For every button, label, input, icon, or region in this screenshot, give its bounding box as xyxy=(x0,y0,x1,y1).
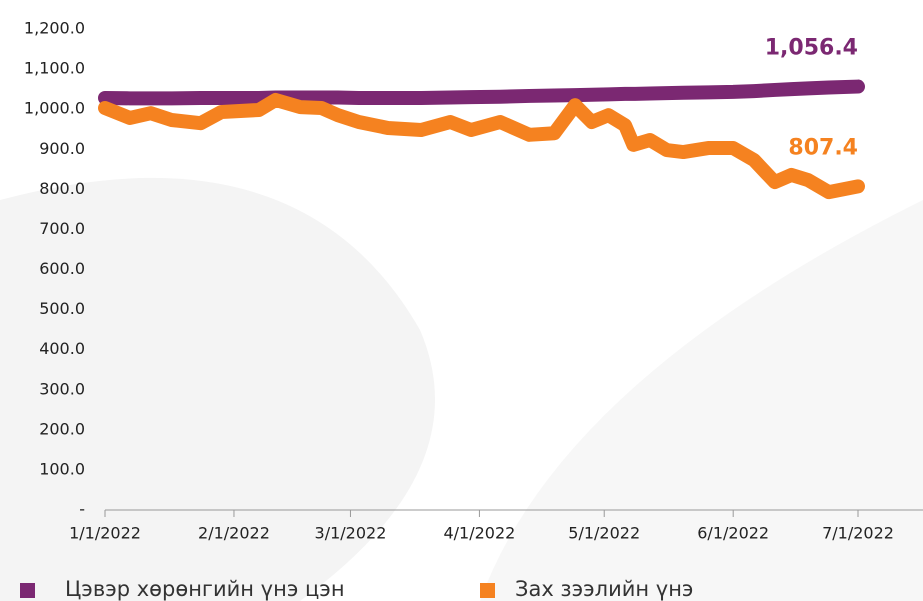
y-tick-label: 500.0 xyxy=(39,299,85,318)
data-label: 1,056.4 xyxy=(765,36,858,61)
y-tick-label: 1,100.0 xyxy=(24,59,85,78)
legend-label: Зах зээлийн үнэ xyxy=(515,577,693,601)
x-tick-label: 5/1/2022 xyxy=(568,524,640,543)
y-tick-label: 1,000.0 xyxy=(24,99,85,118)
y-tick-label: 700.0 xyxy=(39,219,85,238)
x-tick-label: 7/1/2022 xyxy=(822,524,894,543)
legend-swatch xyxy=(20,583,35,598)
series-line xyxy=(105,87,858,99)
data-label: 807.4 xyxy=(788,135,858,160)
series-line xyxy=(105,100,858,192)
page: {"chart_data": {"type": "line", "x": ["2… xyxy=(0,0,923,601)
x-tick-label: 4/1/2022 xyxy=(443,524,515,543)
x-tick-label: 6/1/2022 xyxy=(697,524,769,543)
y-tick-label: 400.0 xyxy=(39,339,85,358)
legend-swatch xyxy=(480,583,495,598)
y-tick-label: 900.0 xyxy=(39,139,85,158)
y-tick-label: 1,200.0 xyxy=(24,19,85,38)
y-tick-label: 800.0 xyxy=(39,179,85,198)
y-tick-label: 300.0 xyxy=(39,379,85,398)
chart: - 100.0 200.0 300.0 400.0 500.0 600.0 700.0 800.… xyxy=(0,0,923,601)
x-tick-label: 1/1/2022 xyxy=(69,524,141,543)
legend-label: Цэвэр хөрөнгийн үнэ цэн xyxy=(65,577,345,601)
x-tick-label: 3/1/2022 xyxy=(315,524,387,543)
y-tick-label: 200.0 xyxy=(39,419,85,438)
y-tick-label: 100.0 xyxy=(39,459,85,478)
x-tick-label: 2/1/2022 xyxy=(198,524,270,543)
y-tick-label: - xyxy=(79,500,85,519)
y-tick-label: 600.0 xyxy=(39,259,85,278)
